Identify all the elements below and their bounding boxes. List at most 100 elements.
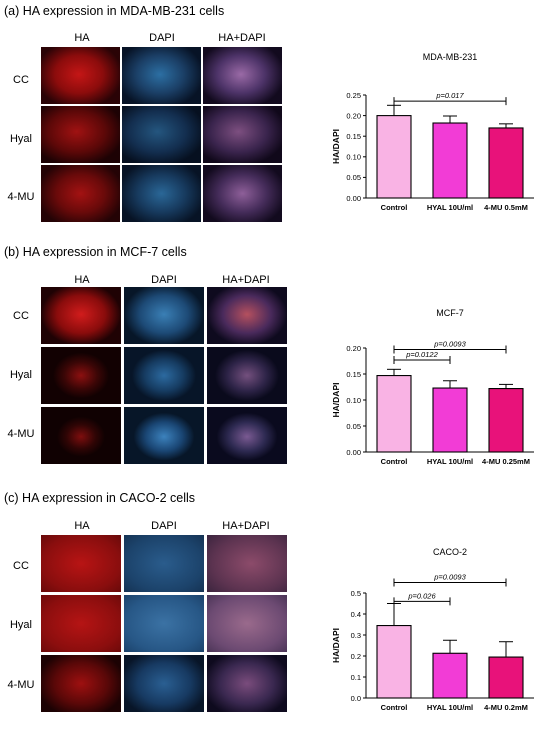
micrograph-dapi-4mu [124,407,204,464]
bar [432,652,468,699]
column-header-dapi: DAPI [151,520,177,532]
micrograph-dapi-4mu [124,655,204,712]
column-header-dapi: DAPI [151,274,177,286]
micrograph-dapi-cc [122,47,201,104]
bar-chart-caco-2: CACO-2 HA/DAPI 0.0 0.1 0.2 0.3 0.4 0.5 Control HY… [331,547,534,712]
column-header-ha: HA [74,32,90,44]
chart-title: MCF-7 [436,308,464,318]
y-tick-label: 0.3 [351,631,361,640]
y-tick-label: 0.25 [346,91,361,100]
panel-a: (a) HA expression in MDA-MB-231 cells HA… [0,4,550,226]
chart-title: MDA-MB-231 [423,52,478,62]
micrograph-dapi-hyal [124,347,204,404]
x-tick-label: Control [381,457,408,466]
micrograph-dapi-4mu [122,165,201,222]
panel-c: (c) HA expression in CACO-2 cells HA DAP… [0,491,550,725]
micrograph-ha-4mu [41,407,121,464]
x-tick-label: 4-MU 0.25mM [482,457,530,466]
column-header-merge: HA+DAPI [222,274,270,286]
bar [432,387,468,453]
p-value-label: p=0.0122 [405,350,438,359]
micrograph-ha-cc [41,535,121,592]
micrograph-merge-hyal [207,347,287,404]
y-tick-label: 0.20 [346,344,361,353]
bar [376,625,412,699]
p-value-label: p=0.0093 [433,340,466,349]
micrograph-merge-hyal [203,106,282,163]
micrograph-ha-4mu [41,165,120,222]
x-tick-label: 4-MU 0.2mM [484,703,528,712]
panel-title: (a) HA expression in MDA-MB-231 cells [4,4,225,18]
x-tick-label: HYAL 10U/ml [427,457,473,466]
y-tick-label: 0.4 [351,610,361,619]
bar-chart-mda-mb-231: MDA-MB-231 HA/DAPI 0.00 0.05 0.10 0.15 0.20 0.2… [331,52,534,212]
y-tick-label: 0.05 [346,422,361,431]
column-header-ha: HA [74,274,90,286]
micrograph-ha-4mu [41,655,121,712]
y-tick-label: 0.1 [351,673,361,682]
row-label-4mu: 4-MU [7,428,35,440]
bar [376,115,412,199]
y-tick-label: 0.10 [346,153,361,162]
micrograph-merge-4mu [203,165,282,222]
y-tick-label: 0.00 [346,448,361,457]
y-tick-label: 0.15 [346,370,361,379]
micrograph-dapi-cc [124,535,204,592]
chart-title: CACO-2 [433,547,467,557]
row-label-4mu: 4-MU [7,191,35,203]
p-value-label: p=0.017 [435,91,464,100]
row-label-cc: CC [13,74,29,86]
column-header-dapi: DAPI [149,32,175,44]
y-tick-label: 0.00 [346,194,361,203]
bar [488,127,524,199]
micrograph-ha-hyal [41,595,121,652]
row-label-hyal: Hyal [9,369,32,381]
column-header-merge: HA+DAPI [222,520,270,532]
y-axis-label: HA/DAPI [331,383,341,418]
micrograph-ha-hyal [41,347,121,404]
micrograph-dapi-hyal [122,106,201,163]
panel-b: (b) HA expression in MCF-7 cells HA DAPI… [0,245,550,470]
micrograph-merge-cc [207,287,287,344]
p-value-label: p=0.026 [407,591,436,600]
y-tick-label: 0.15 [346,132,361,141]
column-header-ha: HA [74,520,90,532]
micrograph-merge-hyal [207,595,287,652]
row-label-cc: CC [13,310,29,322]
bar [432,122,468,199]
y-tick-label: 0.5 [351,589,361,598]
bar [488,656,524,699]
row-label-hyal: Hyal [9,619,32,631]
micrograph-dapi-hyal [124,595,204,652]
micrograph-merge-cc [207,535,287,592]
micrograph-dapi-cc [124,287,204,344]
column-header-merge: HA+DAPI [218,32,266,44]
micrograph-ha-cc [41,47,120,104]
bar [488,388,524,453]
y-axis-label: HA/DAPI [331,628,341,663]
x-tick-label: 4-MU 0.5mM [484,203,528,212]
y-tick-label: 0.10 [346,396,361,405]
x-tick-label: Control [381,203,408,212]
y-tick-label: 0.20 [346,111,361,120]
y-tick-label: 0.0 [351,694,361,703]
bar [376,375,412,453]
micrograph-ha-hyal [41,106,120,163]
panel-title: (c) HA expression in CACO-2 cells [4,491,196,505]
row-label-4mu: 4-MU [7,679,35,691]
micrograph-ha-cc [41,287,121,344]
y-axis-label: HA/DAPI [331,129,341,164]
row-label-cc: CC [13,560,29,572]
panel-title: (b) HA expression in MCF-7 cells [4,245,187,259]
y-tick-label: 0.05 [346,173,361,182]
y-tick-label: 0.2 [351,652,361,661]
x-tick-label: HYAL 10U/ml [427,203,473,212]
bar-chart-mcf-7: MCF-7 HA/DAPI 0.00 0.05 0.10 0.15 0.20 Control H… [331,308,534,466]
row-label-hyal: Hyal [9,133,32,145]
p-value-label: p=0.0093 [433,573,466,582]
micrograph-merge-4mu [207,407,287,464]
x-tick-label: Control [381,703,408,712]
micrograph-merge-cc [203,47,282,104]
micrograph-merge-4mu [207,655,287,712]
x-tick-label: HYAL 10U/ml [427,703,473,712]
